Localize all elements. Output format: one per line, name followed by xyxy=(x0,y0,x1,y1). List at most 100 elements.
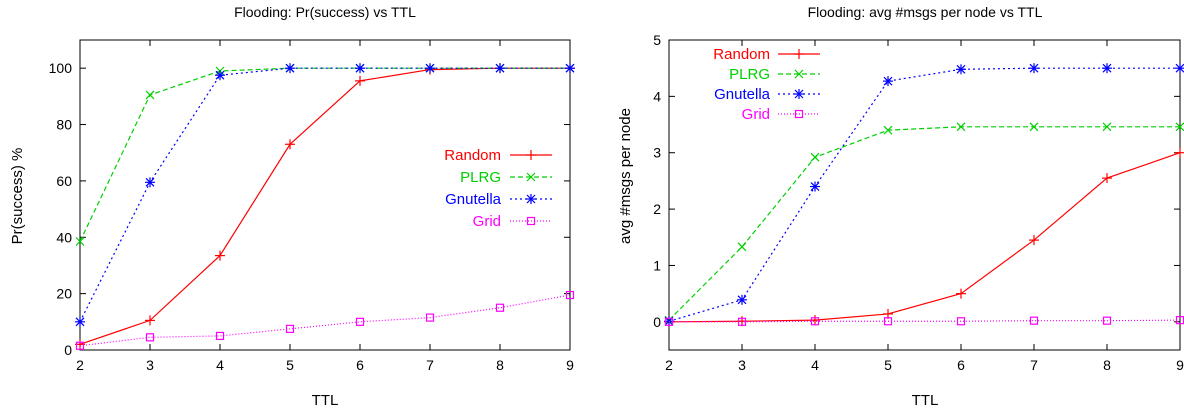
data-point xyxy=(1102,316,1112,325)
series-line xyxy=(79,67,570,242)
series-random xyxy=(664,147,1184,327)
legend-marker xyxy=(526,172,536,182)
data-point xyxy=(75,341,85,350)
y-axis-label: Pr(success) % xyxy=(9,148,26,245)
data-point xyxy=(215,70,225,81)
y-tick-label: 3 xyxy=(653,145,661,161)
series-grid xyxy=(75,290,575,350)
data-point xyxy=(1102,122,1112,132)
data-point xyxy=(883,317,893,326)
legend-marker xyxy=(526,216,536,226)
data-point xyxy=(355,63,365,74)
data-point xyxy=(425,313,435,322)
legend-label: Gnutella xyxy=(445,191,502,208)
legend-marker xyxy=(526,194,536,204)
x-tick-label: 2 xyxy=(665,357,673,373)
x-tick-label: 8 xyxy=(1103,357,1111,373)
data-point xyxy=(495,303,505,312)
data-point xyxy=(810,152,820,162)
data-point xyxy=(75,237,85,246)
legend-entry-grid: Grid xyxy=(742,106,820,123)
plot-frame xyxy=(79,39,571,351)
data-point xyxy=(495,63,505,74)
plot-frame xyxy=(668,39,1181,351)
data-point xyxy=(737,317,747,326)
series-gnutella xyxy=(75,63,575,327)
x-tick-label: 9 xyxy=(566,357,574,373)
data-point xyxy=(1175,63,1184,74)
legend-label: Gnutella xyxy=(714,86,771,103)
data-point xyxy=(145,90,155,100)
data-point xyxy=(145,315,155,326)
legend-label: Grid xyxy=(473,213,501,230)
series-line xyxy=(79,294,571,347)
data-point xyxy=(737,294,747,305)
x-tick-label: 6 xyxy=(957,357,965,373)
x-axis-label: TTL xyxy=(312,392,339,409)
y-tick-label: 0 xyxy=(64,342,72,358)
legend-entry-plrg: PLRG xyxy=(460,169,552,186)
data-point xyxy=(425,63,435,74)
legend-label: PLRG xyxy=(729,66,770,83)
legend-marker xyxy=(794,89,804,99)
legend-marker xyxy=(526,150,536,160)
y-tick-label: 0 xyxy=(653,314,661,330)
y-tick-label: 40 xyxy=(56,229,72,245)
data-point xyxy=(1102,63,1112,74)
data-point xyxy=(215,250,225,261)
legend-entry-random: Random xyxy=(444,147,552,164)
y-tick-label: 4 xyxy=(653,88,661,104)
legend-entry-gnutella: Gnutella xyxy=(445,191,552,208)
data-point xyxy=(1029,235,1039,246)
series-line xyxy=(668,126,1180,321)
legend-entry-random: Random xyxy=(713,46,820,63)
legend-marker xyxy=(794,49,804,59)
data-point xyxy=(1029,63,1039,74)
legend-entry-gnutella: Gnutella xyxy=(714,86,820,103)
data-point xyxy=(565,63,575,74)
y-tick-label: 80 xyxy=(56,117,72,133)
data-point xyxy=(1102,173,1112,184)
data-point xyxy=(1029,316,1039,325)
x-tick-label: 9 xyxy=(1176,357,1184,373)
data-point xyxy=(285,139,295,150)
data-point xyxy=(145,333,155,342)
data-point xyxy=(285,324,295,333)
data-point xyxy=(737,242,747,252)
x-tick-label: 7 xyxy=(426,357,434,373)
data-point xyxy=(883,76,893,87)
legend-entry-grid: Grid xyxy=(473,213,552,230)
data-point xyxy=(285,63,295,74)
series-line xyxy=(668,152,1181,323)
data-point xyxy=(1175,122,1184,132)
chart-msgs-vs-ttl: Flooding: avg #msgs per node vs TTL TTL … xyxy=(617,4,1184,409)
x-axis-label: TTL xyxy=(912,392,939,409)
data-point xyxy=(883,125,893,135)
legend-label: Random xyxy=(444,147,501,164)
x-tick-label: 8 xyxy=(496,357,504,373)
data-point xyxy=(145,177,155,188)
series-line xyxy=(669,319,1181,323)
x-tick-label: 7 xyxy=(1030,357,1038,373)
x-tick-label: 3 xyxy=(146,357,154,373)
data-point xyxy=(355,75,365,86)
chart-title: Flooding: avg #msgs per node vs TTL xyxy=(808,4,1043,20)
legend-label: Random xyxy=(713,46,770,63)
x-tick-label: 4 xyxy=(811,357,819,373)
x-tick-label: 6 xyxy=(356,357,364,373)
data-point xyxy=(75,316,85,327)
chart-success-vs-ttl: Flooding: Pr(success) vs TTL TTL Pr(succ… xyxy=(9,4,575,409)
data-point xyxy=(956,288,966,299)
chart-title: Flooding: Pr(success) vs TTL xyxy=(234,4,416,20)
data-point xyxy=(1029,122,1039,132)
y-axis-label: avg #msgs per node xyxy=(617,108,634,244)
data-point xyxy=(810,181,820,192)
data-point xyxy=(810,317,820,326)
x-tick-label: 5 xyxy=(286,357,294,373)
series-plrg xyxy=(664,122,1184,325)
data-point xyxy=(664,317,674,326)
x-tick-label: 5 xyxy=(884,357,892,373)
y-tick-label: 100 xyxy=(49,60,73,76)
